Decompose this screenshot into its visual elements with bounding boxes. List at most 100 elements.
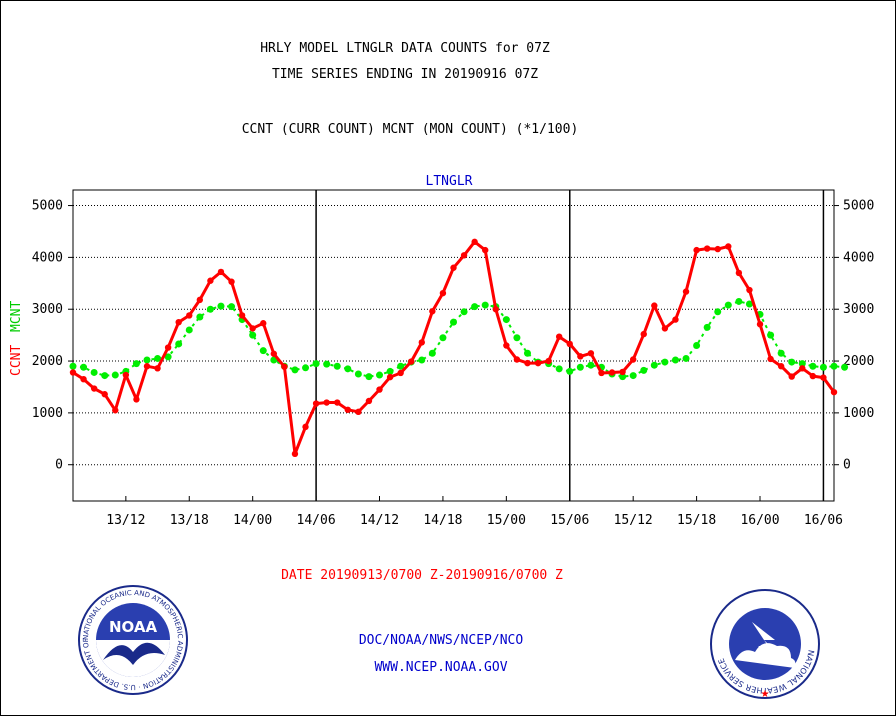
data-point-ccnt — [397, 369, 404, 377]
data-point-ccnt — [312, 400, 320, 407]
data-point-ccnt — [703, 245, 711, 252]
data-point-mcnt — [830, 362, 838, 370]
data-point-ccnt — [101, 391, 108, 398]
data-point-mcnt — [164, 353, 172, 361]
x-tick-label: 14/00 — [233, 513, 272, 528]
data-point-ccnt — [355, 408, 362, 416]
data-point-mcnt — [819, 363, 827, 371]
data-point-ccnt — [323, 399, 330, 406]
data-point-mcnt — [481, 301, 489, 309]
data-point-mcnt — [175, 340, 183, 348]
data-point-ccnt — [69, 369, 77, 376]
data-point-ccnt — [767, 355, 774, 363]
data-point-ccnt — [260, 320, 267, 327]
data-point-ccnt — [460, 252, 468, 259]
data-point-mcnt — [788, 358, 796, 366]
data-point-mcnt — [249, 331, 257, 339]
ylabel-ccnt: CCNT — [9, 345, 24, 376]
data-point-mcnt — [428, 349, 436, 357]
data-point-ccnt — [756, 321, 764, 328]
data-point-ccnt — [408, 358, 415, 365]
data-point-mcnt — [809, 362, 817, 370]
x-tick-label: 14/06 — [297, 513, 336, 528]
data-point-ccnt — [735, 269, 743, 277]
plot-area — [72, 189, 835, 502]
panel-label: LTNGLR — [426, 174, 473, 189]
data-point-ccnt — [651, 302, 658, 309]
x-axis: 13/12 13/18 14/00 14/06 14/12 14/18 15/00 15/06… — [106, 496, 843, 528]
data-point-ccnt — [830, 388, 838, 396]
data-point-mcnt — [418, 356, 426, 364]
data-point-mcnt — [523, 349, 531, 357]
org-line: DOC/NOAA/NWS/NCEP/NCO — [359, 633, 524, 648]
data-point-mcnt — [365, 373, 373, 381]
data-point-ccnt — [608, 369, 616, 376]
data-point-ccnt — [112, 407, 119, 414]
cloud-icon — [735, 643, 796, 668]
data-point-ccnt — [80, 375, 87, 383]
data-point-mcnt — [312, 360, 320, 368]
data-point-mcnt — [619, 373, 627, 381]
data-point-mcnt — [143, 356, 151, 364]
chart-legend-text: CCNT (CURR COUNT) MCNT (MON COUNT) (*1/1… — [242, 122, 579, 137]
x-tick-label: 15/00 — [487, 513, 526, 528]
data-point-ccnt — [587, 350, 595, 357]
data-point-ccnt — [238, 312, 246, 319]
data-point-mcnt — [333, 362, 341, 370]
series-ccnt — [69, 238, 838, 458]
url-line[interactable]: WWW.NCEP.NOAA.GOV — [374, 660, 507, 675]
data-point-mcnt — [682, 354, 690, 362]
x-tick-label: 15/06 — [550, 513, 589, 528]
data-point-mcnt — [576, 363, 584, 371]
data-point-ccnt — [482, 246, 489, 254]
data-point-mcnt — [661, 358, 669, 366]
noaa-logo: NATIONAL OCEANIC AND ATMOSPHERIC ADMINIS… — [0, 0, 188, 695]
data-point-mcnt — [640, 366, 648, 374]
y-tick-label-right: 3000 — [843, 302, 874, 317]
data-point-ccnt — [450, 264, 457, 271]
data-point-ccnt — [809, 372, 817, 380]
data-point-ccnt — [90, 385, 98, 392]
y-tick-label-left: 3000 — [32, 302, 63, 317]
y-tick-label-left: 5000 — [32, 199, 63, 214]
data-point-ccnt — [376, 386, 383, 393]
data-point-mcnt — [714, 308, 722, 316]
data-point-mcnt — [323, 360, 331, 368]
data-point-ccnt — [365, 397, 373, 405]
data-point-ccnt — [228, 278, 235, 285]
data-point-ccnt — [672, 316, 679, 323]
x-tick-label: 15/12 — [614, 513, 653, 528]
data-point-ccnt — [122, 371, 130, 379]
data-point-mcnt — [671, 356, 679, 364]
data-point-mcnt — [767, 331, 775, 339]
data-point-ccnt — [196, 296, 204, 304]
chart-title: HRLY MODEL LTNGLR DATA COUNTS for 07Z — [260, 41, 550, 56]
data-point-ccnt — [291, 450, 299, 458]
data-point-ccnt — [799, 365, 806, 372]
noaa-logo-text: NOAA — [109, 618, 158, 636]
data-point-ccnt — [820, 374, 827, 381]
data-point-ccnt — [143, 363, 151, 370]
data-point-ccnt — [334, 399, 341, 406]
data-point-mcnt — [566, 367, 574, 375]
y-tick-label-left: 2000 — [32, 354, 63, 369]
grid — [73, 205, 834, 466]
data-point-ccnt — [693, 246, 700, 254]
data-point-ccnt — [164, 344, 172, 351]
data-point-mcnt — [101, 372, 109, 380]
data-point-mcnt — [259, 347, 267, 355]
data-point-ccnt — [598, 369, 605, 377]
data-point-ccnt — [492, 306, 499, 313]
data-point-ccnt — [302, 423, 309, 431]
data-point-ccnt — [629, 356, 637, 363]
lightning-icon — [752, 622, 786, 662]
data-point-ccnt — [249, 325, 256, 332]
y-tick-label-right: 5000 — [843, 199, 874, 214]
data-point-ccnt — [619, 368, 626, 376]
series-line-ccnt — [72, 240, 836, 456]
data-point-mcnt — [502, 316, 510, 324]
data-point-ccnt — [344, 406, 352, 413]
y-tick-label-left: 1000 — [32, 406, 63, 421]
data-point-mcnt — [344, 365, 352, 373]
data-point-mcnt — [217, 302, 225, 310]
